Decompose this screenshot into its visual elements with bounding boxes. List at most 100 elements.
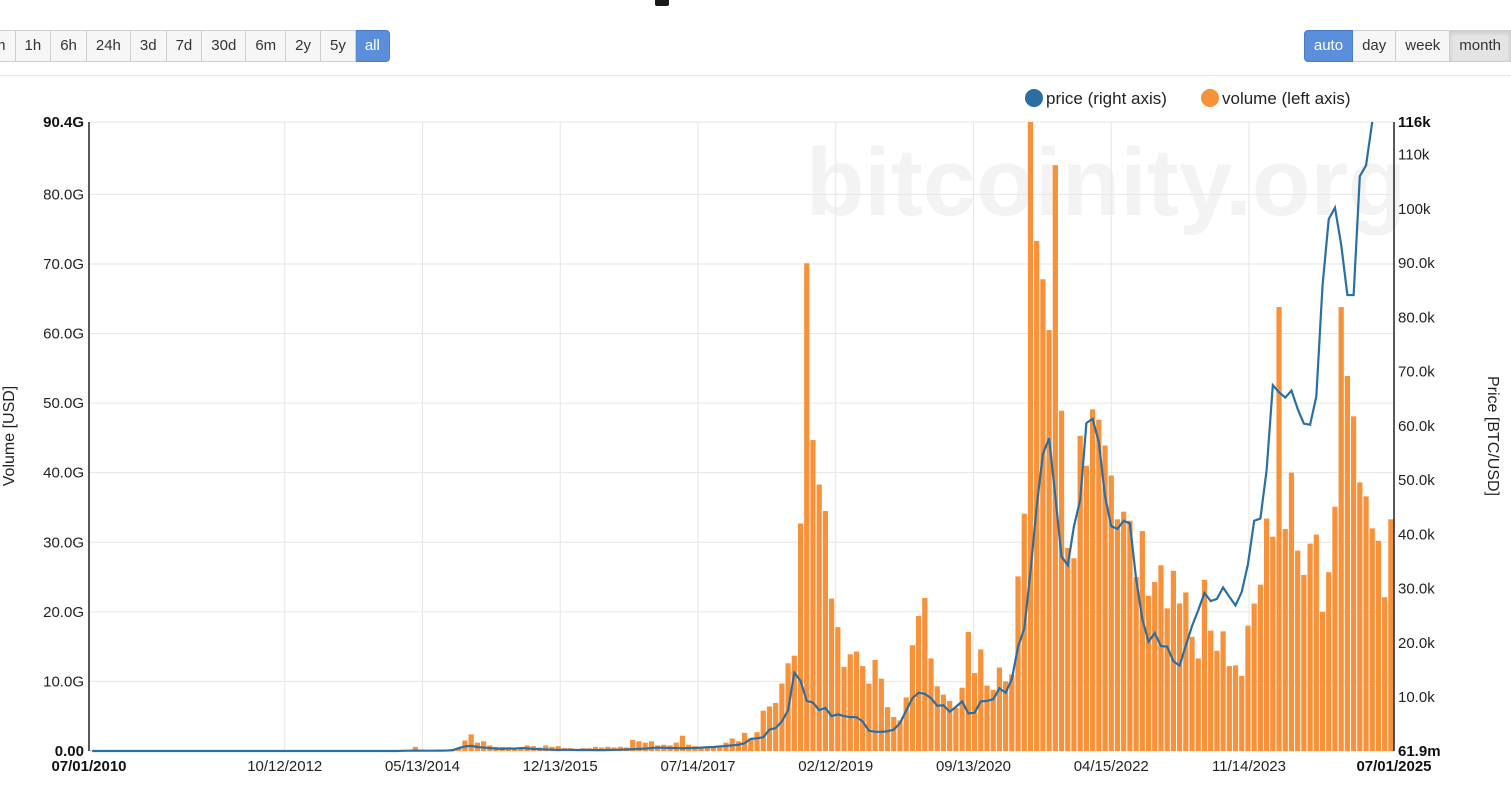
volume-bar [990, 689, 996, 751]
y2-tick-label: 116k [1398, 114, 1431, 131]
volume-bar [1133, 577, 1139, 751]
volume-bar [1270, 536, 1276, 751]
volume-bar [1301, 574, 1307, 751]
range-button-2y[interactable]: 2y [286, 30, 321, 62]
volume-bar [816, 484, 822, 751]
volume-bar [1382, 597, 1388, 751]
legend: price (right axis) volume (left axis) [1025, 89, 1350, 108]
volume-bar [1158, 565, 1164, 751]
volume-bar [1282, 529, 1288, 751]
watermark: bitcoinity.org [806, 129, 1407, 236]
volume-bar [1307, 543, 1313, 751]
volume-bar [1226, 666, 1232, 751]
range-button-24h[interactable]: 24h [86, 30, 131, 62]
resolution-button-week[interactable]: week [1396, 30, 1451, 62]
volume-bar [1071, 558, 1077, 751]
range-button-5y[interactable]: 5y [321, 30, 356, 62]
resolution-selector: auto day week month [1303, 30, 1511, 62]
title-fragment [655, 0, 669, 6]
volume-bar [1002, 681, 1009, 751]
range-button-1h[interactable]: 1h [15, 30, 52, 62]
range-button-all[interactable]: all [355, 30, 390, 62]
volume-bar [673, 742, 679, 751]
volume-bar [1065, 547, 1071, 751]
volume-bar [592, 746, 599, 751]
volume-bar [1145, 595, 1152, 751]
x-tick-label: 07/14/2017 [660, 758, 735, 775]
y2-tick-label: 20.0k [1398, 635, 1435, 652]
y2-tick-label: 80.0k [1398, 309, 1435, 326]
volume-bar [947, 700, 953, 751]
legend-volume-marker [1201, 89, 1219, 107]
range-button-3d[interactable]: 3d [130, 30, 167, 62]
x-tick-label: 10/12/2012 [247, 758, 322, 775]
volume-bar [953, 707, 959, 751]
volume-bar [1152, 581, 1158, 751]
volume-bar [1288, 472, 1295, 751]
volume-bar [1239, 675, 1245, 751]
range-button-6h[interactable]: 6h [51, 30, 87, 62]
y2-tick-label: 70.0k [1398, 364, 1435, 381]
volume-bar [1046, 330, 1052, 751]
resolution-button-month[interactable]: month [1450, 30, 1511, 62]
resolution-button-auto[interactable]: auto [1303, 30, 1354, 62]
volume-bar [1015, 576, 1021, 751]
y2-tick-label: 110k [1398, 147, 1430, 164]
volume-bar [1089, 409, 1096, 751]
y2-tick-label: 61.9m [1398, 743, 1441, 760]
volume-bar [518, 748, 524, 751]
legend-item-volume[interactable]: volume (left axis) [1201, 89, 1350, 108]
volume-bar [1232, 665, 1239, 751]
x-tick-label: 09/13/2020 [936, 758, 1011, 775]
volume-bar [1263, 518, 1270, 751]
y2-tick-label: 100k [1398, 201, 1431, 218]
volume-bar [959, 687, 965, 751]
volume-bar [735, 741, 742, 751]
volume-bar [704, 747, 710, 751]
volume-bar [1257, 584, 1264, 751]
y-tick-label: 50.0G [43, 395, 84, 412]
volume-bar [1034, 240, 1040, 751]
legend-price-marker [1025, 89, 1043, 107]
volume-bar [1295, 550, 1301, 751]
volume-bar [1332, 506, 1338, 751]
volume-bar [1326, 572, 1332, 751]
volume-bar [1102, 445, 1108, 751]
range-button-30d[interactable]: 30d [202, 30, 247, 62]
volume-bar [897, 720, 903, 751]
volume-bar [1183, 592, 1189, 751]
legend-item-price[interactable]: price (right axis) [1025, 89, 1167, 108]
toolbar-divider [0, 75, 1511, 76]
range-button-m[interactable]: m [0, 30, 16, 62]
volume-bar [804, 263, 810, 751]
y-tick-label: 90.4G [43, 114, 84, 131]
volume-bar [853, 651, 860, 751]
volume-bar [717, 745, 723, 751]
volume-bar [1021, 513, 1027, 751]
y2-tick-label: 90.0k [1398, 255, 1435, 272]
volume-bar [1027, 122, 1034, 751]
x-tick-label: 12/13/2015 [523, 758, 598, 775]
volume-bar [1201, 579, 1208, 751]
volume-bar [866, 683, 872, 751]
volume-bar [1139, 531, 1145, 751]
left-axis-ticks: 0.00 10.0G 20.0G 30.0G 40.0G 50.0G 60.0G 70.0G 8… [43, 114, 84, 760]
range-button-7d[interactable]: 7d [166, 30, 203, 62]
volume-bar [1319, 611, 1326, 751]
y-tick-label: 60.0G [43, 326, 84, 343]
x-tick-label: 04/15/2022 [1074, 758, 1149, 775]
volume-bar [791, 655, 797, 751]
volume-bar [1357, 482, 1363, 751]
volume-bar [1083, 465, 1090, 751]
range-button-6m[interactable]: 6m [246, 30, 287, 62]
volume-bar [1214, 650, 1220, 751]
resolution-button-day[interactable]: day [1353, 30, 1397, 62]
y2-tick-label: 30.0k [1398, 581, 1435, 598]
left-axis-title: Volume [USD] [1, 386, 18, 486]
volume-bar [456, 748, 462, 751]
volume-bar [1245, 625, 1251, 751]
volume-bar [1313, 534, 1319, 751]
volume-bar [847, 654, 853, 751]
right-axis-title: Price [BTC/USD] [1484, 376, 1501, 496]
